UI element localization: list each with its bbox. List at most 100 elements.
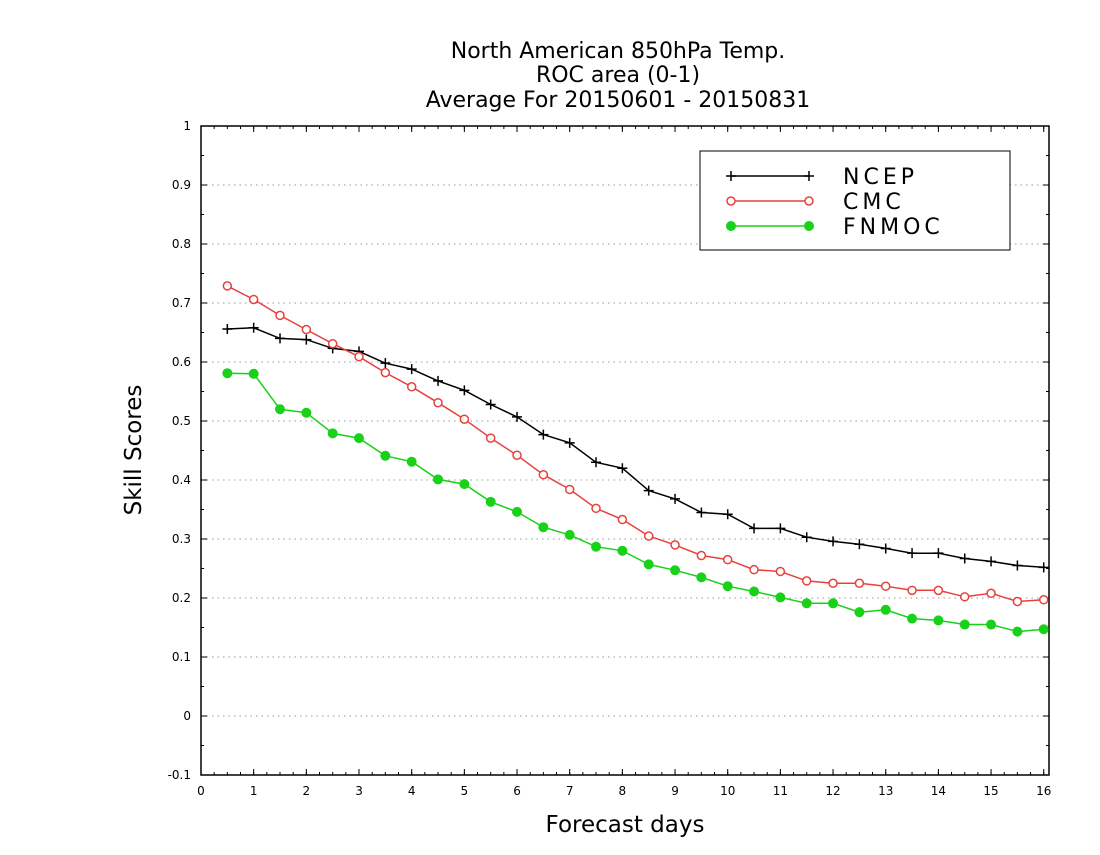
data-point — [617, 514, 628, 525]
data-point — [959, 619, 970, 630]
y-tick-label: 0.7 — [172, 296, 191, 310]
data-point — [801, 532, 812, 543]
x-tick-label: 5 — [461, 784, 469, 798]
x-tick-label: 12 — [825, 784, 840, 798]
series-line — [227, 327, 1044, 569]
x-tick-label: 0 — [197, 784, 205, 798]
data-point — [354, 351, 364, 362]
data-point — [275, 404, 286, 415]
data-point — [933, 615, 944, 626]
data-point — [722, 554, 733, 565]
data-point — [433, 474, 444, 485]
data-point — [907, 548, 918, 559]
y-tick-label: 0.9 — [172, 178, 191, 192]
data-point — [775, 523, 786, 534]
y-tick-label: 0.2 — [172, 591, 191, 605]
data-point — [749, 523, 760, 534]
legend-label: NCEP — [843, 165, 918, 190]
data-point — [880, 581, 891, 591]
series-line — [227, 372, 1044, 633]
axis-ticks: -0.100.10.20.30.40.50.60.70.80.910 1 2 3 4 5 6… — [168, 119, 1052, 798]
data-point — [301, 324, 312, 335]
chart-title-line-1: North American 850hPa Temp. — [451, 39, 786, 64]
data-point — [670, 493, 681, 504]
data-point — [248, 368, 259, 379]
data-point — [222, 281, 233, 291]
data-point — [959, 592, 970, 602]
data-point — [880, 604, 891, 615]
legend-label: FNMOC — [843, 215, 944, 240]
y-tick-label: -0.1 — [168, 768, 191, 782]
data-point — [275, 333, 286, 344]
data-point — [670, 565, 681, 576]
x-tick-label: 6 — [513, 784, 521, 798]
data-point — [248, 294, 259, 305]
y-tick-label: 0.6 — [172, 355, 191, 369]
data-point — [327, 428, 338, 439]
data-point — [538, 429, 549, 440]
data-point — [986, 619, 997, 630]
x-tick-label: 16 — [1036, 784, 1051, 798]
data-point — [749, 586, 760, 597]
data-point — [643, 531, 654, 541]
data-point — [854, 578, 865, 588]
data-point — [749, 564, 759, 575]
data-point — [801, 598, 812, 609]
data-point — [726, 171, 736, 181]
data-point — [775, 566, 786, 577]
data-point — [459, 479, 470, 490]
data-point — [406, 382, 417, 392]
chart-title: North American 850hPa Temp. ROC area (0-… — [426, 39, 811, 113]
data-point — [696, 550, 707, 561]
data-point — [907, 585, 917, 596]
x-tick-label: 10 — [720, 784, 735, 798]
x-tick-label: 7 — [566, 784, 574, 798]
data-point — [643, 559, 654, 570]
data-point — [538, 469, 549, 480]
x-tick-label: 2 — [303, 784, 311, 798]
data-point — [485, 496, 496, 507]
data-point — [538, 522, 549, 533]
x-tick-label: 3 — [355, 784, 363, 798]
legend-item-fnmoc: FNMOC — [726, 215, 944, 240]
data-point — [459, 385, 470, 396]
data-point — [380, 450, 391, 461]
data-point — [301, 407, 312, 418]
series-ncep — [222, 322, 1049, 573]
data-point — [354, 433, 365, 444]
data-point — [880, 543, 891, 554]
data-point — [591, 503, 601, 514]
x-tick-label: 13 — [878, 784, 893, 798]
chart-title-line-2: ROC area (0-1) — [536, 63, 700, 88]
y-tick-label: 0 — [183, 709, 191, 723]
data-point — [1012, 560, 1023, 571]
x-tick-label: 8 — [619, 784, 627, 798]
series-cmc — [222, 281, 1049, 607]
data-point — [380, 358, 391, 369]
data-point — [591, 457, 602, 468]
data-point — [564, 437, 575, 448]
series-line — [226, 285, 1044, 603]
data-point — [801, 576, 812, 586]
x-tick-label: 14 — [931, 784, 946, 798]
y-tick-label: 0.5 — [172, 414, 191, 428]
y-tick-label: 0.1 — [172, 650, 191, 664]
data-point — [275, 310, 285, 321]
x-tick-label: 1 — [250, 784, 258, 798]
data-point — [459, 414, 470, 424]
legend-item-cmc: CMC — [726, 190, 901, 215]
x-tick-label: 9 — [671, 784, 679, 798]
data-point — [512, 411, 523, 422]
y-tick-label: 0.3 — [172, 532, 191, 546]
data-point — [722, 509, 733, 520]
data-point — [380, 367, 391, 378]
data-point — [643, 485, 654, 496]
data-point — [327, 338, 338, 349]
data-point — [726, 221, 736, 231]
legend-item-ncep: NCEP — [726, 165, 918, 190]
data-point — [854, 607, 865, 618]
data-point — [828, 578, 838, 588]
y-axis-title: Skill Scores — [121, 385, 147, 516]
data-point — [670, 540, 680, 550]
data-point — [564, 484, 575, 495]
